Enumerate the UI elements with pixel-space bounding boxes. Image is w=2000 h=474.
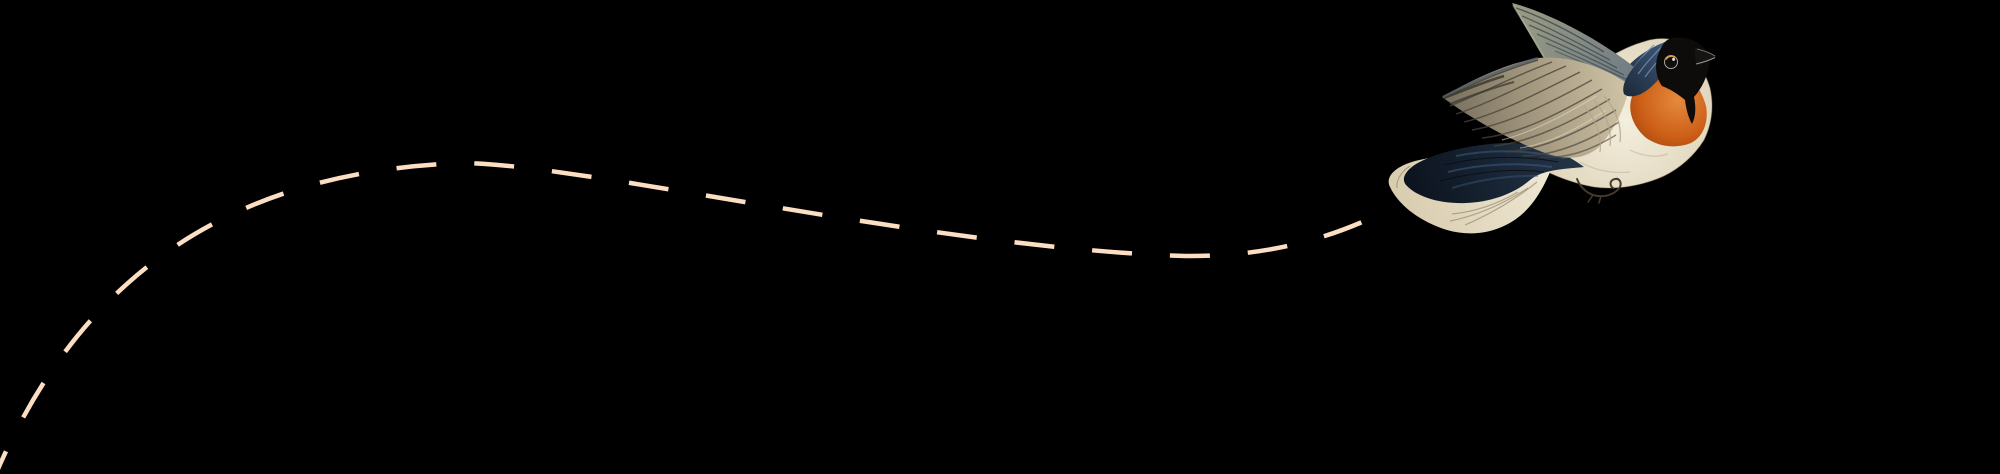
swallow-bird-illustration [1388, 3, 1717, 234]
eye-glint [1672, 57, 1676, 61]
tail-cream-feather-lines [1396, 165, 1538, 226]
foot-toe-1 [1587, 194, 1594, 203]
far-wing-leading-edge-highlight [1512, 4, 1545, 58]
tail-dark-feathers [1403, 142, 1584, 204]
near-wing-primary-tips [1443, 74, 1515, 105]
near-wing-pale-lines [1501, 95, 1607, 149]
near-wing-leading-edge [1442, 56, 1539, 99]
bird-head [1623, 37, 1717, 124]
foot-toe-2 [1598, 195, 1602, 204]
beak-culmen-highlight [1696, 48, 1716, 57]
near-wing-shape [1442, 57, 1630, 158]
eye-gold-iris-arc [1664, 55, 1676, 61]
bird-eye [1664, 55, 1678, 69]
foot-curl [1576, 177, 1622, 198]
near-wing-striations [1443, 59, 1620, 159]
beak-shape [1694, 48, 1717, 66]
bird-flank-feather-lines [1583, 95, 1622, 153]
bird-near-wing [1442, 56, 1630, 159]
bird-beak [1694, 48, 1717, 66]
flight-path-curve [0, 160, 1394, 471]
bird-foot [1576, 177, 1622, 204]
tail-dark-feather-lines [1439, 156, 1559, 182]
bird-tail [1388, 142, 1584, 234]
beak-gape-line [1695, 57, 1716, 65]
bird-far-wing [1512, 3, 1644, 91]
